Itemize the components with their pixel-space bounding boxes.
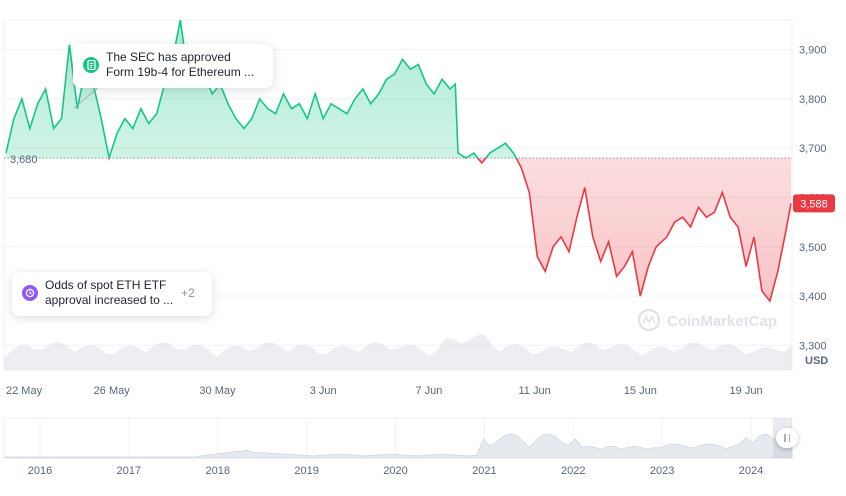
more-annotations-count[interactable]: +2: [181, 286, 195, 300]
x-tick-labels: 22 May 26 May 30 May 3 Jun 7 Jun 11 Jun 15 Jun…: [6, 385, 763, 397]
overview-x-tick-label: 2019: [294, 465, 318, 477]
x-tick-label: 15 Jun: [624, 385, 657, 397]
overview-price-area: [3, 433, 793, 459]
history-icon: [22, 285, 38, 301]
baseline-label: 3,680: [10, 154, 38, 166]
annotation-line-1: The SEC has approved: [106, 50, 231, 64]
x-tick-label: 19 Jun: [730, 385, 763, 397]
currency-label: USD: [805, 355, 828, 367]
y-tick-label: 3,900: [799, 45, 827, 57]
x-tick-label: 22 May: [6, 385, 43, 397]
watermark-text: CoinMarketCap: [667, 313, 777, 330]
x-tick-label: 30 May: [199, 385, 236, 397]
volume-area: [4, 334, 792, 370]
overview-x-tick-label: 2023: [650, 465, 674, 477]
coinmarketcap-logo-mark: [642, 315, 656, 324]
price-line-below-baseline: [108, 158, 792, 303]
y-tick-label: 3,800: [799, 94, 827, 106]
coinmarketcap-logo-icon: [637, 308, 661, 332]
annotation-line-1: Odds of spot ETH ETF: [45, 278, 167, 292]
price-line-above-baseline: [5, 19, 518, 159]
grip-icon: [788, 434, 790, 442]
annotation-line-2: approval increased to ...: [45, 293, 174, 307]
current-price-badge: 3,588: [793, 194, 835, 213]
annotation-eth-etf-odds[interactable]: Odds of spot ETH ETF approval increased …: [12, 272, 212, 316]
watermark: CoinMarketCap: [637, 308, 777, 332]
annotation-sec-approval[interactable]: The SEC has approved Form 19b-4 for Ethe…: [73, 44, 273, 88]
overview-x-tick-label: 2021: [472, 465, 496, 477]
overview-x-tick-label: 2020: [383, 465, 407, 477]
overview-x-tick-label: 2017: [117, 465, 141, 477]
annotation-line-2: Form 19b-4 for Ethereum ...: [106, 65, 255, 79]
overview-range-handle[interactable]: [776, 428, 798, 448]
x-tick-label: 7 Jun: [415, 385, 442, 397]
current-price-badge-bg: [793, 194, 835, 213]
document-icon: [83, 57, 99, 73]
y-tick-label: 3,400: [799, 291, 827, 303]
area-fill-below-baseline: [477, 158, 791, 301]
overview-x-tick-label: 2018: [206, 465, 230, 477]
current-price-label: 3,588: [800, 198, 828, 210]
overview-x-tick-labels: 2016 2017 2018 2019 2020 2021 2022 2023 2024: [28, 465, 763, 477]
overview-x-tick-label: 2022: [561, 465, 585, 477]
x-tick-label: 3 Jun: [310, 385, 337, 397]
overview-x-tick-label: 2016: [28, 465, 52, 477]
x-tick-label: 26 May: [94, 385, 131, 397]
annotation-connector: [73, 85, 101, 109]
overview-x-tick-label: 2024: [739, 465, 763, 477]
area-fill-above-baseline: [6, 20, 791, 159]
x-tick-label: 11 Jun: [519, 385, 551, 397]
grip-icon: [784, 434, 786, 442]
y-tick-label: 3,500: [799, 242, 827, 254]
y-tick-label: 3,300: [799, 340, 827, 352]
y-tick-label: 3,700: [799, 143, 827, 155]
